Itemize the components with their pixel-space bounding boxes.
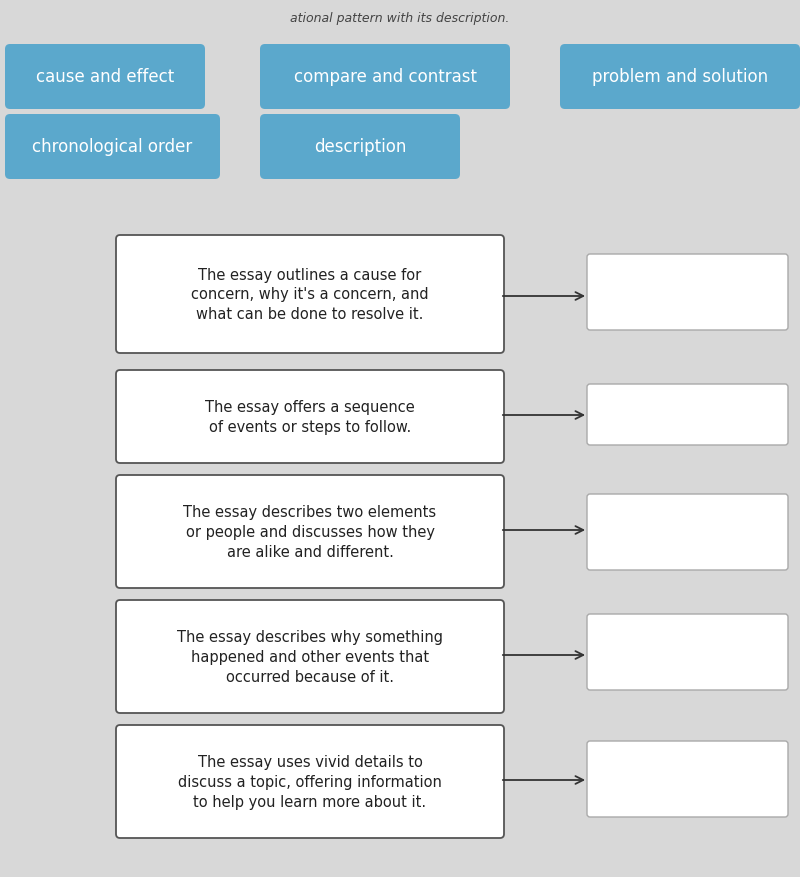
FancyBboxPatch shape [116, 475, 504, 588]
FancyBboxPatch shape [587, 495, 788, 570]
FancyBboxPatch shape [587, 741, 788, 817]
FancyBboxPatch shape [116, 725, 504, 838]
FancyBboxPatch shape [116, 236, 504, 353]
Text: The essay offers a sequence
of events or steps to follow.: The essay offers a sequence of events or… [205, 400, 415, 434]
Text: chronological order: chronological order [32, 139, 193, 156]
Text: cause and effect: cause and effect [36, 68, 174, 87]
Text: compare and contrast: compare and contrast [294, 68, 477, 87]
Text: The essay uses vivid details to
discuss a topic, offering information
to help yo: The essay uses vivid details to discuss … [178, 754, 442, 809]
FancyBboxPatch shape [5, 45, 205, 110]
Text: The essay describes why something
happened and other events that
occurred becaus: The essay describes why something happen… [177, 630, 443, 684]
Text: problem and solution: problem and solution [592, 68, 768, 87]
FancyBboxPatch shape [587, 384, 788, 446]
FancyBboxPatch shape [587, 614, 788, 690]
Text: The essay outlines a cause for
concern, why it's a concern, and
what can be done: The essay outlines a cause for concern, … [191, 267, 429, 322]
FancyBboxPatch shape [116, 601, 504, 713]
FancyBboxPatch shape [5, 115, 220, 180]
FancyBboxPatch shape [260, 45, 510, 110]
Text: The essay describes two elements
or people and discusses how they
are alike and : The essay describes two elements or peop… [183, 504, 437, 560]
FancyBboxPatch shape [116, 371, 504, 463]
Text: ational pattern with its description.: ational pattern with its description. [290, 12, 510, 25]
FancyBboxPatch shape [260, 115, 460, 180]
Text: description: description [314, 139, 406, 156]
FancyBboxPatch shape [560, 45, 800, 110]
FancyBboxPatch shape [587, 254, 788, 331]
